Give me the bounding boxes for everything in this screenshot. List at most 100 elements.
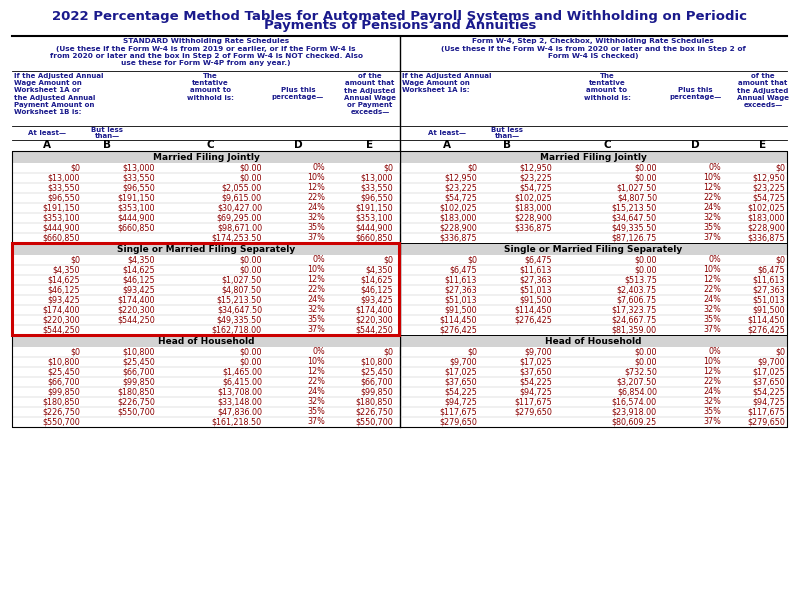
Text: $13,000: $13,000	[122, 164, 155, 173]
Text: $99,850: $99,850	[47, 388, 80, 397]
Text: Single or Married Filing Separately: Single or Married Filing Separately	[504, 245, 682, 254]
Text: 0%: 0%	[312, 255, 325, 265]
Text: $226,750: $226,750	[117, 398, 155, 407]
Text: $183,000: $183,000	[748, 213, 785, 222]
Text: 32%: 32%	[307, 213, 325, 222]
Text: E: E	[367, 141, 374, 151]
Text: 24%: 24%	[703, 203, 721, 213]
Text: $0: $0	[383, 348, 393, 356]
Text: 37%: 37%	[307, 233, 325, 242]
Text: $228,900: $228,900	[747, 223, 785, 232]
Text: $25,450: $25,450	[122, 358, 155, 366]
Text: Single or Married Filing Separately: Single or Married Filing Separately	[117, 245, 295, 254]
Text: $11,613: $11,613	[753, 275, 785, 284]
Text: $544,250: $544,250	[356, 326, 393, 335]
Text: 35%: 35%	[703, 408, 721, 417]
Text: $336,875: $336,875	[439, 233, 477, 242]
Text: 32%: 32%	[307, 306, 325, 314]
Text: E: E	[759, 141, 766, 151]
Text: $12,950: $12,950	[444, 174, 477, 183]
Text: 12%: 12%	[703, 368, 721, 376]
Text: $12,950: $12,950	[519, 164, 552, 173]
Text: $0.00: $0.00	[240, 174, 262, 183]
Text: $6,475: $6,475	[449, 265, 477, 274]
Text: Plus this
percentage—: Plus this percentage—	[272, 87, 324, 100]
Text: $191,150: $191,150	[42, 203, 80, 213]
Text: $9,700: $9,700	[524, 348, 552, 356]
Text: $117,675: $117,675	[515, 398, 552, 407]
Text: C: C	[206, 141, 214, 151]
Text: $23,225: $23,225	[444, 183, 477, 193]
Text: $34,647.50: $34,647.50	[217, 306, 262, 314]
Text: $37,650: $37,650	[753, 378, 785, 387]
Text: $6,475: $6,475	[524, 255, 552, 265]
Text: $66,700: $66,700	[360, 378, 393, 387]
Text: $30,427.00: $30,427.00	[217, 203, 262, 213]
Text: $87,126.75: $87,126.75	[611, 233, 657, 242]
Text: $0: $0	[467, 255, 477, 265]
Text: $117,675: $117,675	[439, 408, 477, 417]
Text: D: D	[294, 141, 302, 151]
Text: $15,213.50: $15,213.50	[612, 203, 657, 213]
Text: 0%: 0%	[312, 164, 325, 173]
Text: 35%: 35%	[703, 316, 721, 324]
Text: $49,335.50: $49,335.50	[612, 223, 657, 232]
Text: $183,000: $183,000	[515, 203, 552, 213]
Text: $54,225: $54,225	[752, 388, 785, 397]
Text: $17,025: $17,025	[752, 368, 785, 376]
Text: $7,606.75: $7,606.75	[617, 296, 657, 304]
Text: At least—: At least—	[28, 130, 66, 136]
Text: $279,650: $279,650	[747, 417, 785, 427]
Bar	[12, 243, 399, 255]
Text: 32%: 32%	[703, 213, 721, 222]
Text: $174,400: $174,400	[356, 306, 393, 314]
Text: $336,875: $336,875	[515, 223, 552, 232]
Text: 0%: 0%	[708, 164, 721, 173]
Text: 24%: 24%	[307, 296, 325, 304]
Text: $23,225: $23,225	[519, 174, 552, 183]
Bar	[401, 335, 787, 347]
Text: 0%: 0%	[312, 348, 325, 356]
Text: $102,025: $102,025	[515, 193, 552, 203]
Text: $0: $0	[775, 255, 785, 265]
Text: 12%: 12%	[703, 183, 721, 193]
Text: $33,148.00: $33,148.00	[217, 398, 262, 407]
Text: $80,609.25: $80,609.25	[612, 417, 657, 427]
Text: A: A	[443, 141, 451, 151]
Text: $37,650: $37,650	[519, 368, 552, 376]
Text: $17,025: $17,025	[519, 358, 552, 366]
Text: $0.00: $0.00	[634, 164, 657, 173]
Text: $94,725: $94,725	[519, 388, 552, 397]
Text: $660,850: $660,850	[356, 233, 393, 242]
Text: $226,750: $226,750	[42, 408, 80, 417]
Text: $94,725: $94,725	[752, 398, 785, 407]
Text: $93,425: $93,425	[47, 296, 80, 304]
Text: $279,650: $279,650	[439, 417, 477, 427]
Text: $0.00: $0.00	[240, 358, 262, 366]
Text: 2022 Percentage Method Tables for Automated Payroll Systems and Withholding on P: 2022 Percentage Method Tables for Automa…	[53, 10, 748, 23]
Text: $0: $0	[383, 255, 393, 265]
Text: $0.00: $0.00	[240, 164, 262, 173]
Text: $96,550: $96,550	[122, 183, 155, 193]
Text: $228,900: $228,900	[439, 223, 477, 232]
Text: $69,295.00: $69,295.00	[217, 213, 262, 222]
Text: $180,850: $180,850	[356, 398, 393, 407]
Text: 32%: 32%	[307, 398, 325, 407]
Text: $34,647.50: $34,647.50	[612, 213, 657, 222]
Text: $13,000: $13,000	[48, 174, 80, 183]
Text: $12,950: $12,950	[752, 174, 785, 183]
Text: $353,100: $353,100	[356, 213, 393, 222]
Text: 32%: 32%	[703, 398, 721, 407]
Bar	[401, 151, 787, 163]
Text: $2,403.75: $2,403.75	[617, 285, 657, 294]
Text: $6,854.00: $6,854.00	[617, 388, 657, 397]
Text: 24%: 24%	[307, 203, 325, 213]
Text: $11,613: $11,613	[444, 275, 477, 284]
Text: $102,025: $102,025	[747, 203, 785, 213]
Text: $25,450: $25,450	[47, 368, 80, 376]
Bar	[401, 243, 787, 255]
Text: $96,550: $96,550	[360, 193, 393, 203]
Text: $444,900: $444,900	[117, 213, 155, 222]
Text: $91,500: $91,500	[444, 306, 477, 314]
Text: $544,250: $544,250	[42, 326, 80, 335]
